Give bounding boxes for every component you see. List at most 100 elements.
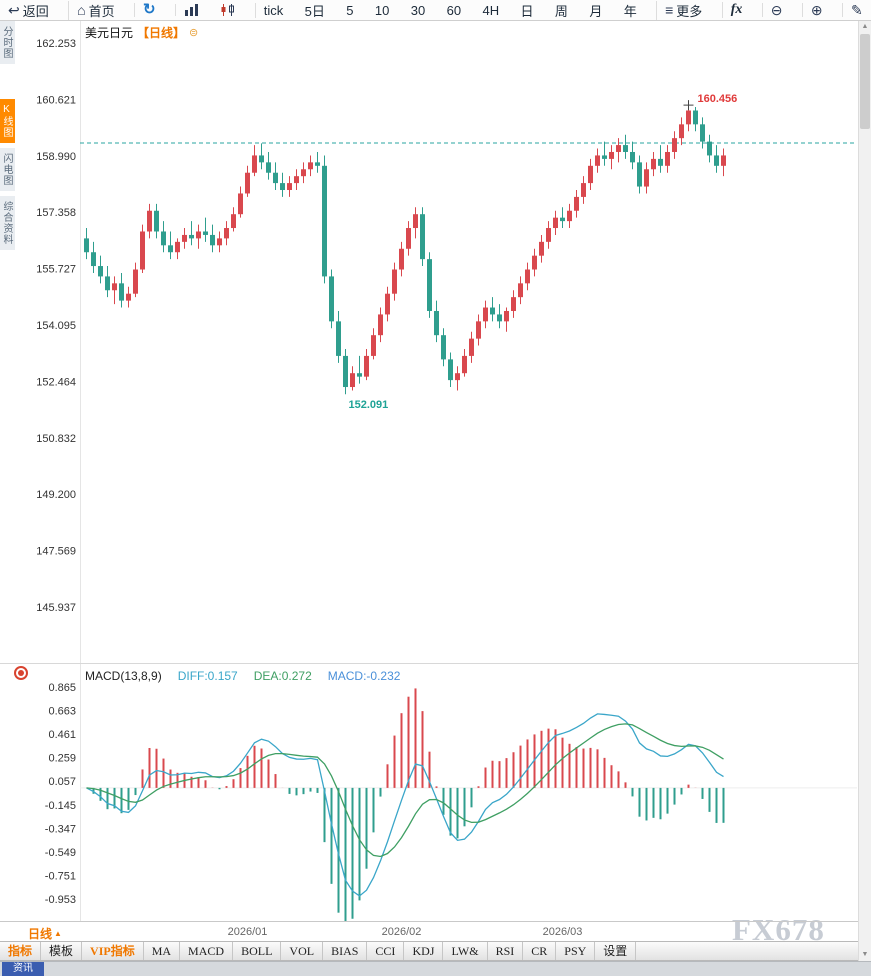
tab-cci[interactable]: CCI [367,942,405,960]
svg-text:162.253: 162.253 [36,38,76,50]
interval-tick-button-label: tick [263,2,284,18]
macd-title: MACD(13,8,9) [85,669,162,683]
indicator-tabs: 指标 模板 VIP指标 MA MACD BOLL VOL BIAS CCI KDJ LW& RSI CR… [0,941,858,961]
interval-week-button-label: 周 [554,3,568,19]
interval-day-button-label: 日 [520,3,534,19]
period-indicator[interactable]: 日线 ▲ [28,925,62,942]
tab-ma[interactable]: MA [144,942,181,960]
candle-chart-type-button[interactable] [218,4,237,16]
candle-chart-icon [220,4,235,16]
interval-10-button[interactable]: 10 [373,3,391,18]
status-corner-tab[interactable]: 资讯 [2,962,44,976]
up-triangle-icon: ▲ [54,929,62,938]
more-button-label: 更多 [676,3,703,19]
symbol-name: 美元日元 [85,26,134,40]
zoom-in-icon: ⊕ [810,2,823,18]
interval-tick-button[interactable]: tick [254,2,286,18]
settings-gear-icon[interactable]: ⊜ [189,27,199,39]
macd-diff-value: DIFF:0.157 [177,669,238,683]
svg-text:157.358: 157.358 [36,207,76,219]
svg-text:-0.347: -0.347 [45,823,76,835]
side-tab-lightning-chart[interactable]: 闪电图 [0,148,15,191]
svg-text:-0.145: -0.145 [45,800,76,812]
tab-cr[interactable]: CR [523,942,557,960]
tab-vip-indicators[interactable]: VIP指标 [82,942,144,960]
interval-30-button[interactable]: 30 [409,3,427,18]
svg-text:145.937: 145.937 [36,602,76,614]
chart-plot-area[interactable] [80,24,857,921]
more-button[interactable]: ≡ 更多 [656,0,704,20]
bar-chart-type-button[interactable] [174,4,201,16]
fx-button[interactable]: fx [721,2,745,18]
draw-button[interactable]: ✎ [842,3,865,17]
interval-year-button-label: 年 [623,3,637,19]
tab-boll[interactable]: BOLL [233,942,282,960]
toolbar: ↩ 返回 ⌂ 首页 ↻ tick 5日 5 10 30 60 4H 日 周 月 年 ≡ 更多 fx ⊖ ⊕ ✎ [0,0,871,21]
interval-30-button-label: 30 [410,2,426,18]
scroll-down-arrow[interactable]: ▼ [861,951,869,958]
interval-month-button[interactable]: 月 [587,1,604,20]
home-icon: ⌂ [77,2,86,18]
interval-10-button-label: 10 [374,2,390,18]
x-axis-row [0,922,858,941]
bar-chart-icon [184,4,199,16]
zoom-out-icon: ⊖ [770,2,783,18]
back-button[interactable]: ↩ 返回 [6,1,51,20]
svg-text:0.663: 0.663 [48,706,76,718]
refresh-icon: ↻ [143,1,156,18]
interval-4h-button[interactable]: 4H [480,3,501,18]
home-button[interactable]: ⌂ 首页 [68,0,116,20]
tab-bias[interactable]: BIAS [323,942,368,960]
interval-4h-button-label: 4H [482,2,500,18]
tab-vol[interactable]: VOL [281,942,324,960]
status-bar: 资讯 [0,961,871,976]
macd-hist-value: MACD:-0.232 [327,669,401,683]
interval-60-button[interactable]: 60 [445,3,463,18]
tab-psy[interactable]: PSY [556,942,596,960]
home-button-label: 首页 [88,3,115,19]
svg-text:160.621: 160.621 [36,94,76,106]
svg-text:-0.751: -0.751 [45,870,76,882]
tab-kdj[interactable]: KDJ [404,942,444,960]
svg-text:147.569: 147.569 [36,546,76,558]
back-button-label: 返回 [22,3,49,19]
svg-text:0.259: 0.259 [48,753,76,765]
interval-60-button-label: 60 [446,2,462,18]
period-tag: 【日线】 [137,26,186,40]
svg-text:0.057: 0.057 [48,776,76,788]
scroll-thumb[interactable] [860,34,870,129]
side-tab-time-chart[interactable]: 分时图 [0,21,15,64]
interval-week-button[interactable]: 周 [553,1,570,20]
pencil-icon: ✎ [851,2,863,18]
svg-text:158.990: 158.990 [36,151,76,163]
tab-settings[interactable]: 设置 [595,942,637,960]
tab-lwr[interactable]: LW& [443,942,488,960]
side-tab-strip: 分时图 K线图闪电图综合资料 [0,21,15,250]
svg-text:-0.953: -0.953 [45,894,76,906]
svg-text:155.727: 155.727 [36,264,76,276]
period-label: 日线 [28,927,53,941]
svg-text:0.461: 0.461 [48,729,76,741]
vertical-scrollbar[interactable]: ▲ ▼ [858,21,871,961]
tab-macd[interactable]: MACD [180,942,234,960]
scroll-up-arrow[interactable]: ▲ [861,23,869,30]
interval-5-button[interactable]: 5 [344,3,355,18]
interval-5d-button-label: 5日 [304,3,325,19]
target-icon[interactable] [14,666,28,680]
interval-5-button-label: 5 [346,2,354,18]
refresh-button[interactable]: ↻ [134,1,158,18]
interval-day-button[interactable]: 日 [519,1,536,20]
tab-rsi[interactable]: RSI [488,942,524,960]
side-tab-kline-chart[interactable]: K线图 [0,99,15,143]
svg-text:0.865: 0.865 [48,682,76,694]
interval-5d-button[interactable]: 5日 [303,1,327,20]
back-icon: ↩ [8,2,20,18]
tab-templates[interactable]: 模板 [41,942,83,960]
interval-month-button-label: 月 [589,3,603,19]
zoom-in-button[interactable]: ⊕ [801,2,825,18]
side-tab-overview[interactable]: 综合资料 [0,196,15,250]
svg-text:152.464: 152.464 [36,376,76,388]
tab-indicators[interactable]: 指标 [0,942,42,960]
interval-year-button[interactable]: 年 [622,1,639,20]
zoom-out-button[interactable]: ⊖ [761,2,785,18]
